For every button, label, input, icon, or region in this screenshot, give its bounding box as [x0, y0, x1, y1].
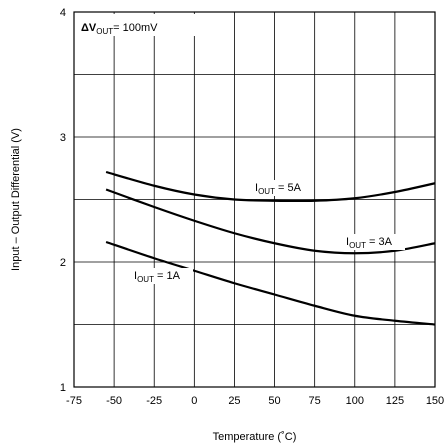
x-tick-label: 75: [309, 395, 321, 407]
condition-suffix: = 100mV: [113, 22, 158, 34]
series-label-subscript: OUT: [349, 241, 366, 250]
x-tick-label: 0: [191, 395, 197, 407]
y-tick-label: 2: [60, 257, 66, 269]
x-tick-label: 25: [228, 395, 240, 407]
series-label-symbol: I: [134, 270, 137, 282]
x-axis-title: Temperature (˚C): [213, 431, 297, 443]
series-label-symbol: I: [346, 236, 349, 248]
y-axis-title: Input – Output Differential (V): [10, 128, 22, 271]
series-label-subscript: OUT: [137, 275, 154, 284]
plot-frame: [73, 11, 436, 388]
series-label-background: [252, 180, 314, 196]
series-label-1: IOUT = 5A: [255, 182, 302, 196]
series-line-3: [105, 240, 436, 326]
series-curves: [105, 170, 436, 326]
series-label-value: = 5A: [275, 182, 302, 194]
series-label-background: [343, 234, 405, 250]
series-label-symbol: I: [255, 182, 258, 194]
x-tick-label: -25: [146, 395, 162, 407]
series-label-3: IOUT = 1A: [134, 270, 181, 284]
y-tick-label: 1: [60, 382, 66, 394]
x-tick-label: 50: [268, 395, 280, 407]
series-label-2: IOUT = 3A: [346, 236, 393, 250]
condition-background: [76, 14, 198, 36]
x-tick-label: 150: [426, 395, 444, 407]
series-label-value: = 3A: [366, 236, 393, 248]
y-tick-label: 3: [60, 132, 66, 144]
series-label-subscript: OUT: [258, 187, 275, 196]
y-tick-labels: 1 2 3 4: [60, 7, 66, 394]
x-tick-label: 125: [386, 395, 404, 407]
series-line-1: [105, 170, 436, 203]
y-tick-label: 4: [60, 7, 66, 19]
series-label-background: [131, 268, 193, 284]
condition-label: ΔVOUT= 100mV: [81, 22, 158, 36]
series-line-2: [105, 188, 436, 255]
x-tick-label: -75: [66, 395, 82, 407]
series-label-value: = 1A: [154, 270, 181, 282]
x-tick-label: -50: [106, 395, 122, 407]
x-tick-labels: -75 -50 -25 0 25 50 75 100 125 150: [66, 395, 444, 407]
condition-subscript: OUT: [96, 27, 113, 36]
condition-annotation: ΔVOUT= 100mV: [76, 14, 198, 36]
condition-symbol: ΔV: [81, 22, 97, 34]
x-tick-label: 100: [346, 395, 364, 407]
